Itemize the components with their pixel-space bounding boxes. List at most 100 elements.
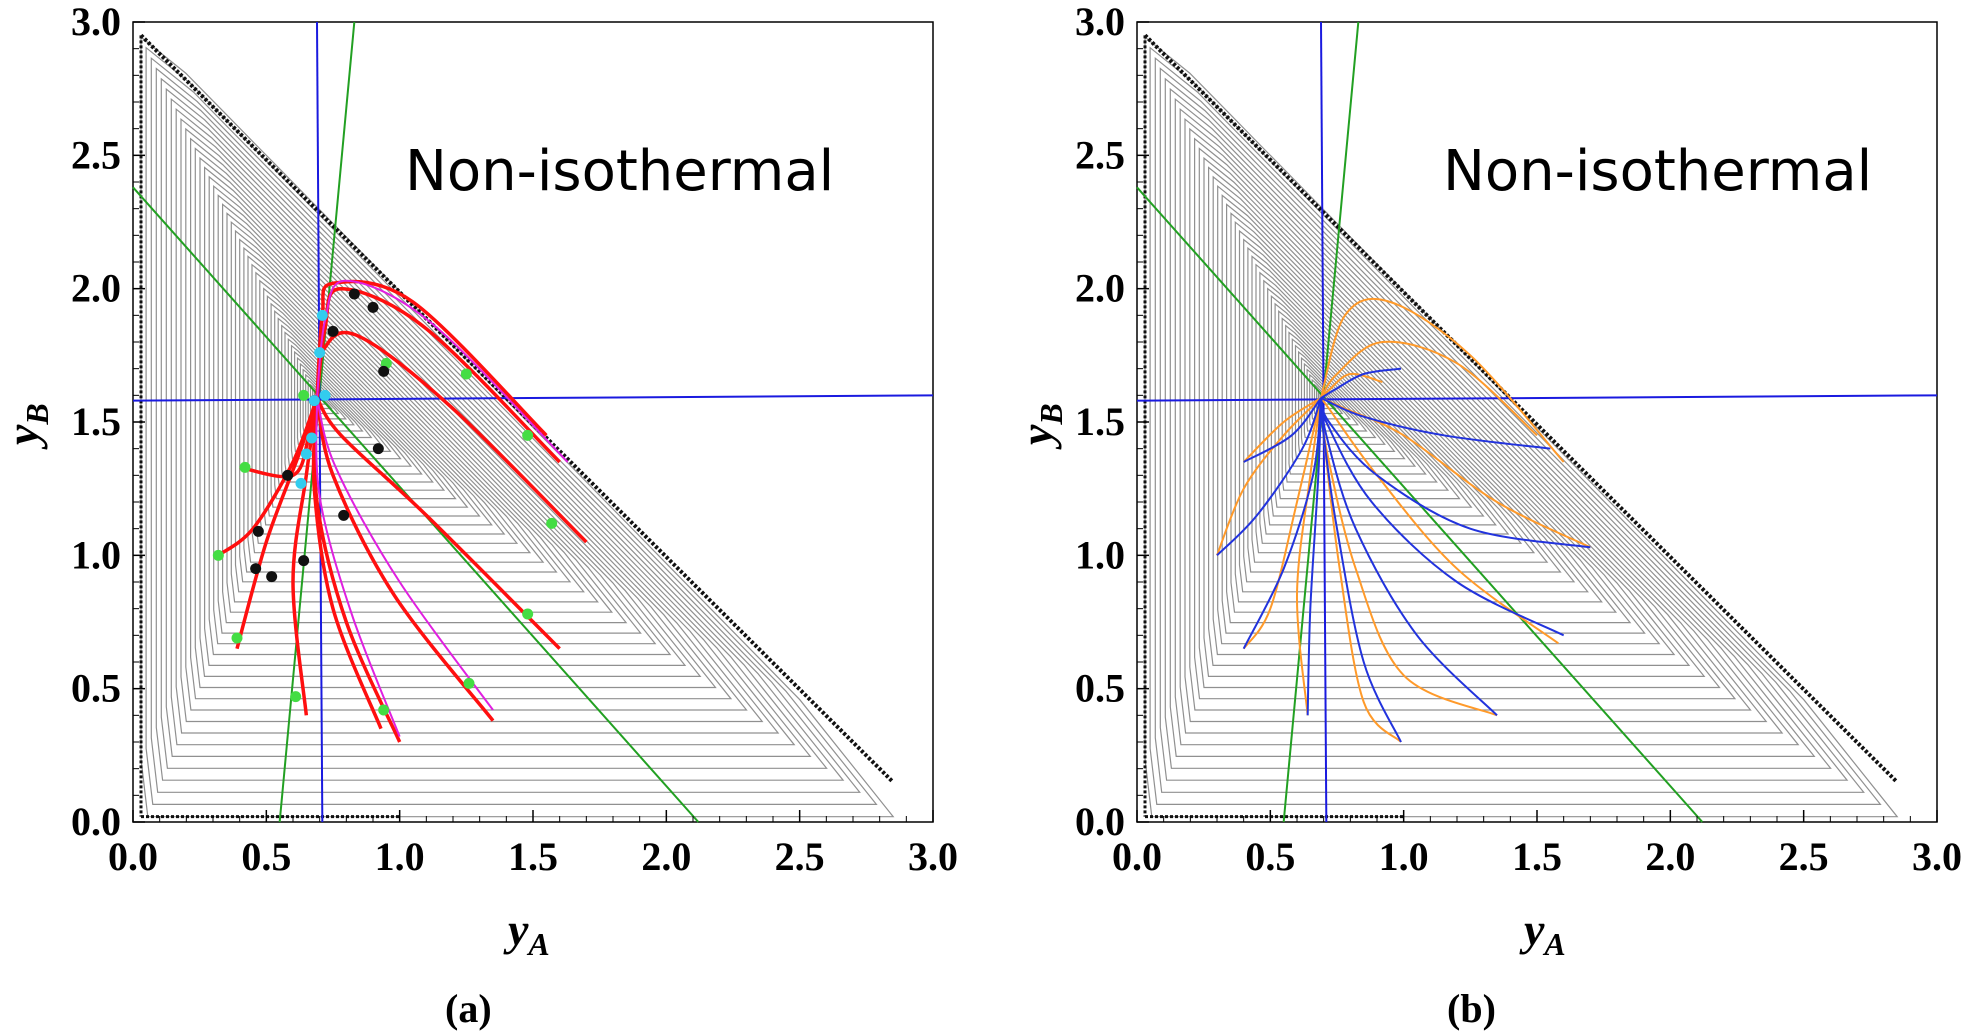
orange-trajectories-path: [1242, 397, 1322, 650]
panel-a-label: (a): [445, 986, 492, 1031]
panel-a-xlabel: yA: [503, 904, 550, 962]
x-tick-label: 0.5: [241, 834, 291, 879]
panel-a: 0.0 0.5 1.0 1.5 2.0 2.5 3.0 0.0 0.5 1.0 1.5 2.0 2.5 3…: [0, 0, 958, 1031]
black-marker: [367, 301, 379, 313]
orange-trajectories-path: [1295, 397, 1322, 716]
contour-line: [294, 350, 392, 452]
orange-trajectories-path: [1320, 298, 1565, 463]
x-tick-label: 1.0: [1379, 834, 1429, 879]
blue-trajectories-path: [1306, 397, 1322, 716]
y-tick-label: 3.0: [71, 0, 121, 44]
red-trajectories-path: [315, 397, 561, 650]
contour-line: [1179, 107, 1784, 734]
y-tick-label: 1.0: [1075, 532, 1125, 577]
blue-trajectories-path: [1216, 397, 1322, 557]
contour-line: [175, 107, 780, 734]
panel-b-ylabel-main: y: [1011, 424, 1062, 450]
contour-line: [1230, 212, 1618, 613]
black-marker: [338, 509, 350, 521]
contour-line: [274, 310, 457, 500]
x-tick-label: 0.0: [1112, 834, 1162, 879]
y-tick-label: 3.0: [1075, 0, 1125, 44]
blue-trajectories-path: [1320, 397, 1591, 549]
contour-line: [1247, 246, 1562, 573]
contour-line: [1278, 310, 1461, 500]
black-marker: [327, 325, 339, 337]
contour-line: [247, 255, 545, 563]
orange-trajectories-path: [1320, 340, 1538, 437]
panel-b-ylabel: yB: [1011, 403, 1069, 450]
x-tick-label: 2.5: [1779, 834, 1829, 879]
y-tick-label: 1.0: [71, 532, 121, 577]
contour-line: [1285, 324, 1438, 483]
black-marker: [250, 563, 262, 575]
x-tick-label: 3.0: [1912, 834, 1962, 879]
contour-line: [217, 194, 642, 634]
panel-a-series: [217, 279, 588, 743]
green-marker: [522, 608, 534, 620]
contour-line: [1184, 117, 1768, 723]
magenta-trajectories-path: [316, 397, 494, 711]
contour-line: [160, 77, 828, 769]
y-tick-label: 2.0: [71, 266, 121, 311]
contour-line: [1243, 238, 1576, 583]
x-tick-label: 2.0: [641, 834, 691, 879]
contour-line: [226, 212, 614, 613]
contour-line: [1149, 46, 1882, 805]
contour-line: [1159, 67, 1849, 781]
contour-line: [1198, 147, 1721, 689]
cyan-marker: [306, 432, 318, 444]
contour-line: [165, 87, 812, 757]
green-marker: [212, 549, 224, 561]
contour-line: [255, 271, 519, 544]
contour-line: [1203, 156, 1706, 677]
contour-line: [277, 317, 446, 491]
green-marker: [290, 691, 302, 703]
panel-b-ticks: 0.0 0.5 1.0 1.5 2.0 2.5 3.0 0.0 0.5 1.0 1.5 2.0 2.5 3…: [1075, 0, 1962, 879]
y-tick-label: 0.5: [1075, 666, 1125, 711]
panel-b-xlabel: yA: [1519, 904, 1566, 962]
contour-line: [259, 279, 506, 535]
panel-a-ylabel: yB: [0, 403, 55, 450]
y-tick-label: 1.5: [1075, 399, 1125, 444]
boundary-hypotenuse: [1143, 33, 1899, 784]
blue-trajectories-path: [1320, 397, 1498, 717]
y-tick-label: 0.0: [71, 799, 121, 844]
x-tick-label: 1.5: [508, 834, 558, 879]
boundary-hypotenuse: [139, 33, 895, 784]
contour-line: [266, 295, 481, 517]
green-marker: [460, 368, 472, 380]
x-tick-label: 2.5: [775, 834, 825, 879]
y-tick-label: 0.0: [1075, 799, 1125, 844]
black-marker: [252, 525, 264, 537]
contour-line: [1208, 166, 1691, 666]
contour-line: [284, 331, 423, 475]
blue-trajectories-path: [1320, 397, 1551, 450]
cyan-marker: [300, 448, 312, 460]
panel-b-ylabel-sub: B: [1033, 403, 1069, 425]
contour-line: [1221, 194, 1646, 634]
blue-trajectories-path: [1320, 367, 1402, 399]
contour-line: [1274, 302, 1473, 508]
blue-horizontal-nullcline: [132, 394, 934, 402]
orange-trajectories-path: [1320, 372, 1383, 399]
contour-line: [1234, 220, 1603, 603]
red-trajectories-path: [217, 397, 319, 557]
panel-a-ticks: 0.0 0.5 1.0 1.5 2.0 2.5 3.0 0.0 0.5 1.0 1.5 2.0 2.5 3…: [71, 0, 958, 879]
x-tick-label: 3.0: [908, 834, 958, 879]
contour-line: [145, 46, 878, 805]
black-marker: [266, 571, 278, 583]
green-marker: [463, 677, 475, 689]
contour-line: [287, 337, 413, 467]
red-trajectories-path: [315, 397, 495, 722]
y-tick-label: 1.5: [71, 399, 121, 444]
green-marker: [522, 429, 534, 441]
y-tick-label: 2.5: [1075, 132, 1125, 177]
contour-line: [204, 166, 687, 666]
magenta-trajectories-path: [315, 397, 401, 738]
cyan-marker: [319, 389, 331, 401]
y-tick-label: 2.5: [71, 132, 121, 177]
black-marker: [282, 469, 294, 481]
panel-a-markers: [212, 288, 558, 716]
